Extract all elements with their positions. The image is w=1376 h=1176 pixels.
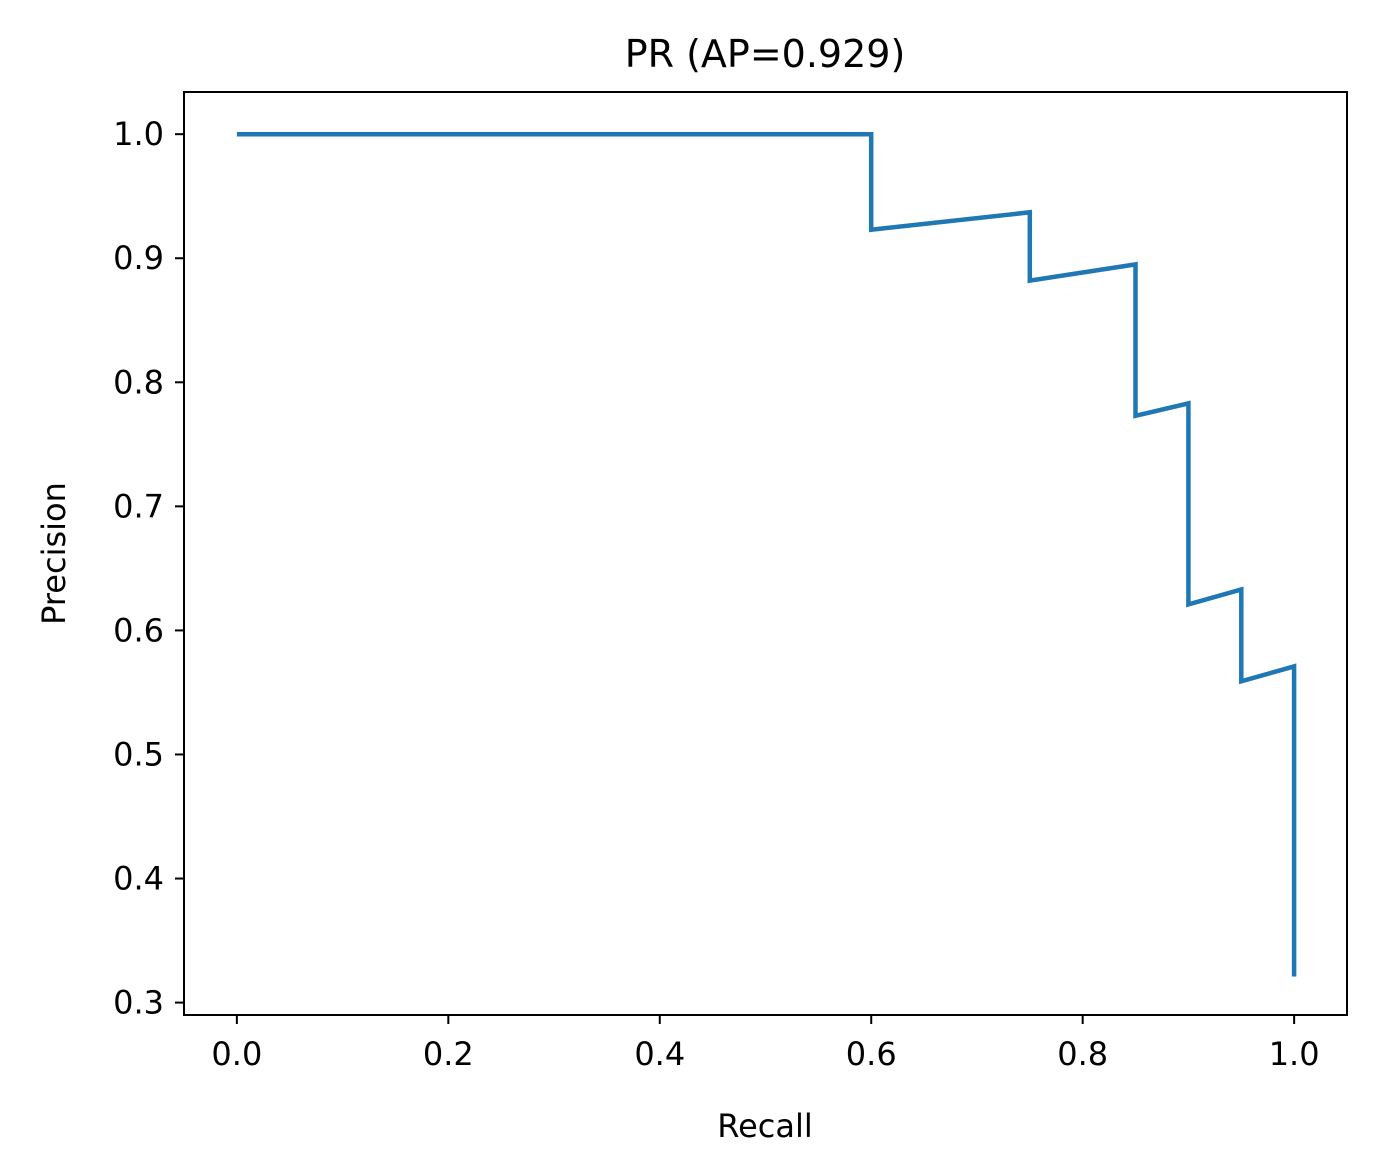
x-tick-label: 1.0 [1269, 1035, 1320, 1073]
series-layer [236, 131, 1297, 977]
x-tick-label: 0.4 [634, 1035, 685, 1073]
y-tick-label: 0.3 [113, 984, 164, 1022]
x-axis-label: Recall [717, 1107, 812, 1145]
y-tick-label: 0.5 [113, 735, 164, 773]
x-tick-label: 0.6 [846, 1035, 897, 1073]
plot-frame [183, 91, 1348, 1016]
x-tick-label: 0.2 [423, 1035, 474, 1073]
y-axis-label: Precision [35, 482, 73, 625]
x-tick-label: 0.0 [211, 1035, 262, 1073]
y-tick-label: 0.4 [113, 860, 164, 898]
x-tick-label: 0.8 [1057, 1035, 1108, 1073]
y-tick-label: 0.9 [113, 239, 164, 277]
x-axis-ticks: 0.0 0.2 0.4 0.6 0.8 1.0 [211, 1015, 1320, 1073]
y-tick-label: 0.6 [113, 611, 164, 649]
y-tick-label: 1.0 [113, 115, 164, 153]
precision-recall-line [236, 131, 1297, 977]
y-tick-label: 0.8 [113, 363, 164, 401]
y-axis-ticks: 0.3 0.4 0.5 0.6 0.7 0.8 0.9 1.0 [113, 115, 184, 1022]
chart-title: PR (AP=0.929) [625, 32, 906, 76]
y-tick-label: 0.7 [113, 487, 164, 525]
